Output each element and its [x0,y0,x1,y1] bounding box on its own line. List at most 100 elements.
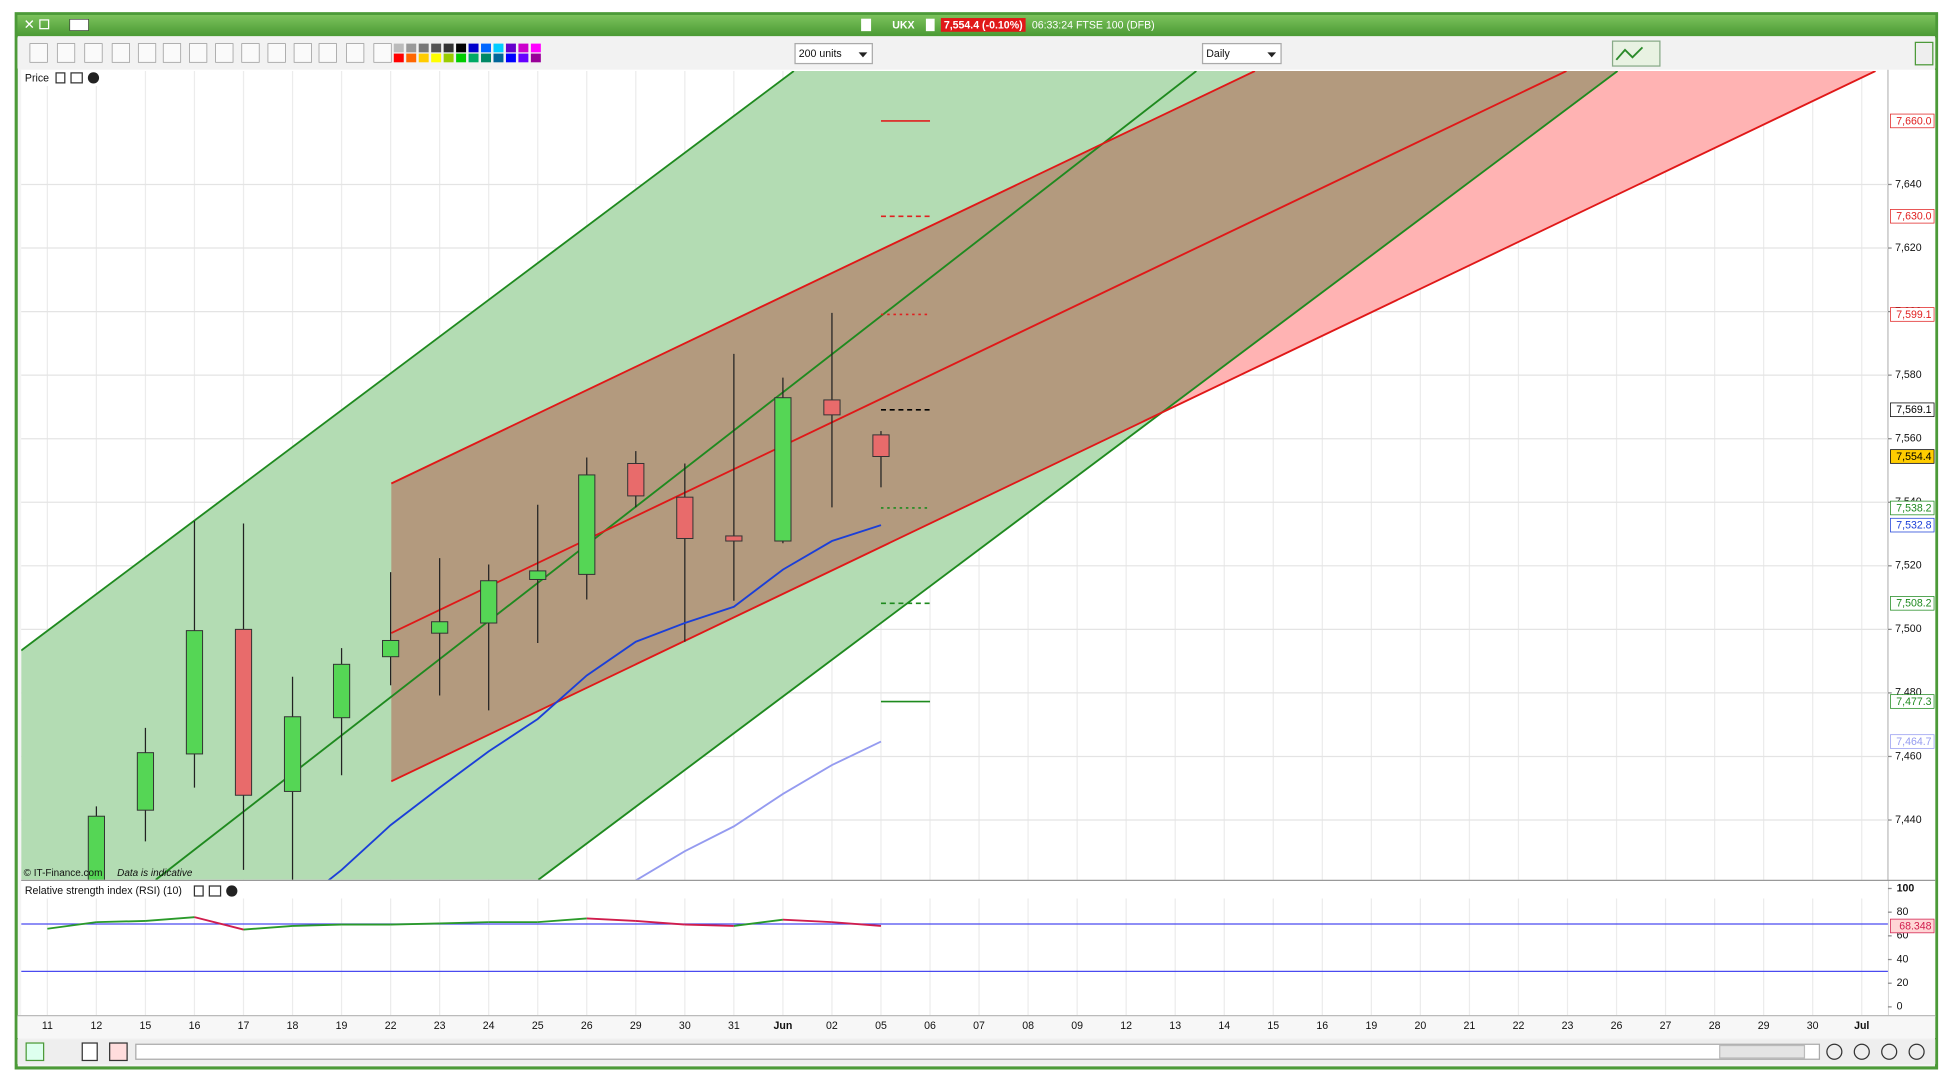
rsi-line [194,916,244,931]
y-tick-label: 20 [1897,977,1909,989]
tool-icons [29,43,541,63]
scroll-thumb[interactable] [1719,1044,1806,1059]
panel-button[interactable] [1914,41,1934,66]
tool-icon[interactable] [189,43,208,63]
x-tick-label: 20 [1414,1020,1426,1032]
color-swatch[interactable] [431,53,442,63]
level-label-box [1890,307,1935,322]
color-swatch[interactable] [505,53,516,63]
y-tick-label: 7,460 [1895,750,1922,762]
zoom-button[interactable] [1826,1043,1843,1060]
close-pane-icon[interactable] [226,885,238,897]
color-swatch[interactable] [468,53,479,63]
color-swatch[interactable] [418,43,429,53]
x-tick-label: Jun [774,1020,793,1032]
tool-icon[interactable] [137,43,157,63]
x-tick-label: Jul [1854,1020,1869,1032]
settings-icon[interactable] [193,885,204,897]
interval-value: Daily [1206,48,1230,60]
pane-title: Price [25,72,49,84]
settings-icon[interactable] [55,72,66,84]
color-swatch[interactable] [468,43,479,53]
tool-icon[interactable] [84,43,103,63]
close-icon[interactable]: ✕ [24,17,35,32]
level-label-box [1890,694,1935,709]
color-swatch[interactable] [493,43,504,53]
x-tick-label: 26 [1611,1020,1623,1032]
units-dropdown[interactable] [794,42,873,65]
tool-icon[interactable] [29,43,48,63]
color-swatch[interactable] [418,53,429,63]
color-swatch[interactable] [530,43,541,53]
tool-icon[interactable] [267,43,286,63]
tool-icon[interactable] [215,43,234,63]
color-swatch[interactable] [530,53,541,63]
phone-icon[interactable] [861,18,872,32]
restore-icon[interactable] [39,19,50,30]
rsi-line [439,921,489,925]
maximize-icon[interactable] [208,885,222,897]
candle-body [480,580,498,624]
close-pane-icon[interactable] [87,72,100,84]
x-tick-label: 30 [1807,1020,1819,1032]
tool-button[interactable] [81,1042,98,1062]
color-swatch[interactable] [481,43,491,53]
rsi-line [145,916,195,922]
tool-icon[interactable] [241,43,260,63]
rsi-line [390,922,440,926]
quote: 7,554.4 (-0.10%) [944,19,1023,31]
moving-average-line [635,740,882,880]
color-swatch[interactable] [431,43,442,53]
keyboard-icon[interactable] [69,19,89,31]
x-tick-label: 24 [483,1020,495,1032]
color-swatch[interactable] [481,53,491,63]
rsi-line [831,921,882,927]
candle-body [627,462,645,497]
color-swatch[interactable] [505,43,516,53]
color-swatch[interactable] [393,43,404,53]
tool-icon[interactable] [111,43,130,63]
color-swatch[interactable] [456,53,467,63]
color-swatch[interactable] [456,43,467,53]
tool-icon[interactable] [293,43,312,63]
tool-icon[interactable] [318,43,337,63]
y-tick-label: 7,440 [1895,814,1922,826]
tool-icon[interactable] [162,43,182,63]
rsi-line [586,917,636,922]
color-swatch[interactable] [493,53,504,63]
zoom-in-button[interactable] [1908,1043,1925,1060]
level-label: 7,599.1 [1896,309,1931,321]
y-tick-label: 60 [1897,930,1909,942]
color-swatch[interactable] [443,53,454,63]
rsi-line [733,918,784,927]
tool-icon[interactable] [56,43,76,63]
rsi-marks [21,916,1888,972]
color-swatch[interactable] [443,43,454,53]
zoom-fit-button[interactable] [1853,1043,1870,1060]
tool-button[interactable] [109,1042,128,1062]
info-icon[interactable] [925,18,935,32]
tool-button[interactable] [25,1042,45,1062]
x-tick-label: 19 [336,1020,348,1032]
candle-body [676,496,694,539]
interval-dropdown[interactable] [1201,42,1282,65]
level-label: 7,660.0 [1896,115,1931,127]
x-tick-label: 09 [1071,1020,1083,1032]
color-swatch[interactable] [393,53,404,63]
tool-icon[interactable] [373,43,392,63]
rsi-axis: 0 20 40 60 80 100 68.348 [1887,882,1935,1013]
maximize-icon[interactable] [70,72,83,84]
tool-icon[interactable] [346,43,365,63]
color-swatch[interactable] [406,43,417,53]
color-swatch[interactable] [406,53,417,63]
level-label-box [1890,113,1935,129]
candle-body [332,663,351,719]
x-tick-label: 17 [238,1020,250,1032]
zoom-out-button[interactable] [1881,1043,1898,1060]
color-swatch[interactable] [518,43,529,53]
scrollbar[interactable] [135,1043,1821,1060]
date-labels: 11 12 15 16 17 18 19 22 23 24 25 26 29 30 31 Jun 02 05 06 0… [42,1020,1870,1032]
x-tick-label: 23 [1562,1020,1574,1032]
color-swatch[interactable] [518,53,529,63]
